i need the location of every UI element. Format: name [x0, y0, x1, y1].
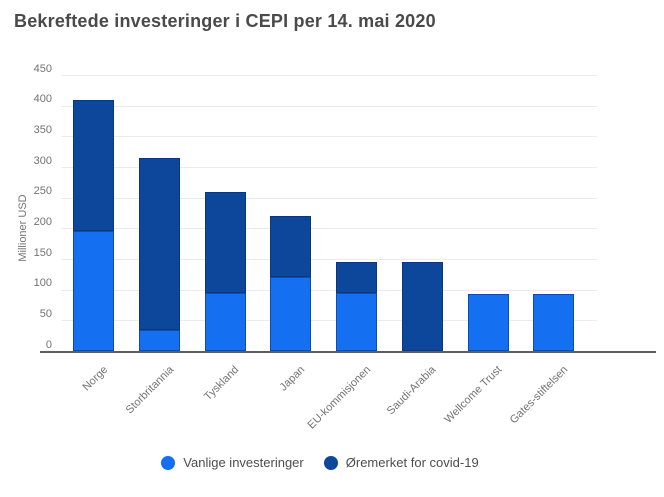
bar-segment-regular[interactable]: [533, 293, 575, 351]
legend-item-covid[interactable]: Øremerket for covid-19: [323, 455, 479, 470]
chart-title: Bekreftede investeringer i CEPI per 14. …: [14, 11, 436, 31]
gridline: [61, 105, 597, 107]
bar-segment-regular[interactable]: [204, 292, 246, 351]
y-tick-label: 400: [33, 93, 52, 106]
gridline: [61, 75, 597, 76]
bar-segment-covid[interactable]: [139, 157, 181, 330]
gridline: [61, 228, 597, 230]
y-tick-label: 450: [33, 62, 52, 75]
gridline: [61, 289, 597, 291]
bar-segment-regular[interactable]: [467, 293, 509, 351]
gridline: [61, 259, 597, 260]
bar-segment-regular[interactable]: [139, 329, 181, 351]
bar-segment-covid[interactable]: [270, 216, 312, 278]
gridline: [61, 136, 597, 138]
legend-item-label: Øremerket for covid-19: [345, 455, 479, 470]
y-tick-label: 100: [33, 277, 52, 290]
bar-segment-covid[interactable]: [401, 262, 443, 351]
bar-segment-regular[interactable]: [336, 292, 378, 351]
y-tick-label: 300: [33, 154, 52, 167]
y-tick-label: 200: [33, 215, 52, 228]
gridline: [61, 320, 597, 322]
legend: Vanlige investeringer Øremerket for covid…: [0, 455, 640, 470]
legend-item-label: Vanlige investeringer: [183, 455, 304, 470]
legend-marker-circle-icon: [323, 455, 338, 470]
x-axis-line: [40, 351, 656, 353]
legend-item-regular[interactable]: Vanlige investeringer: [161, 455, 304, 470]
legend-marker-circle-icon: [161, 455, 176, 470]
y-tick-label: 350: [33, 123, 52, 136]
y-tick-label: 50: [39, 307, 52, 320]
y-tick-label: 150: [33, 246, 52, 259]
bar-segment-regular[interactable]: [73, 231, 115, 351]
y-tick-label: 250: [33, 185, 52, 198]
bar-segment-covid[interactable]: [336, 262, 378, 293]
gridline: [61, 197, 597, 199]
bar-segment-covid[interactable]: [204, 191, 246, 293]
y-tick-label: 0: [45, 338, 52, 351]
bar-segment-covid[interactable]: [73, 99, 115, 232]
gridline: [61, 167, 597, 168]
bar-segment-regular[interactable]: [270, 277, 312, 351]
